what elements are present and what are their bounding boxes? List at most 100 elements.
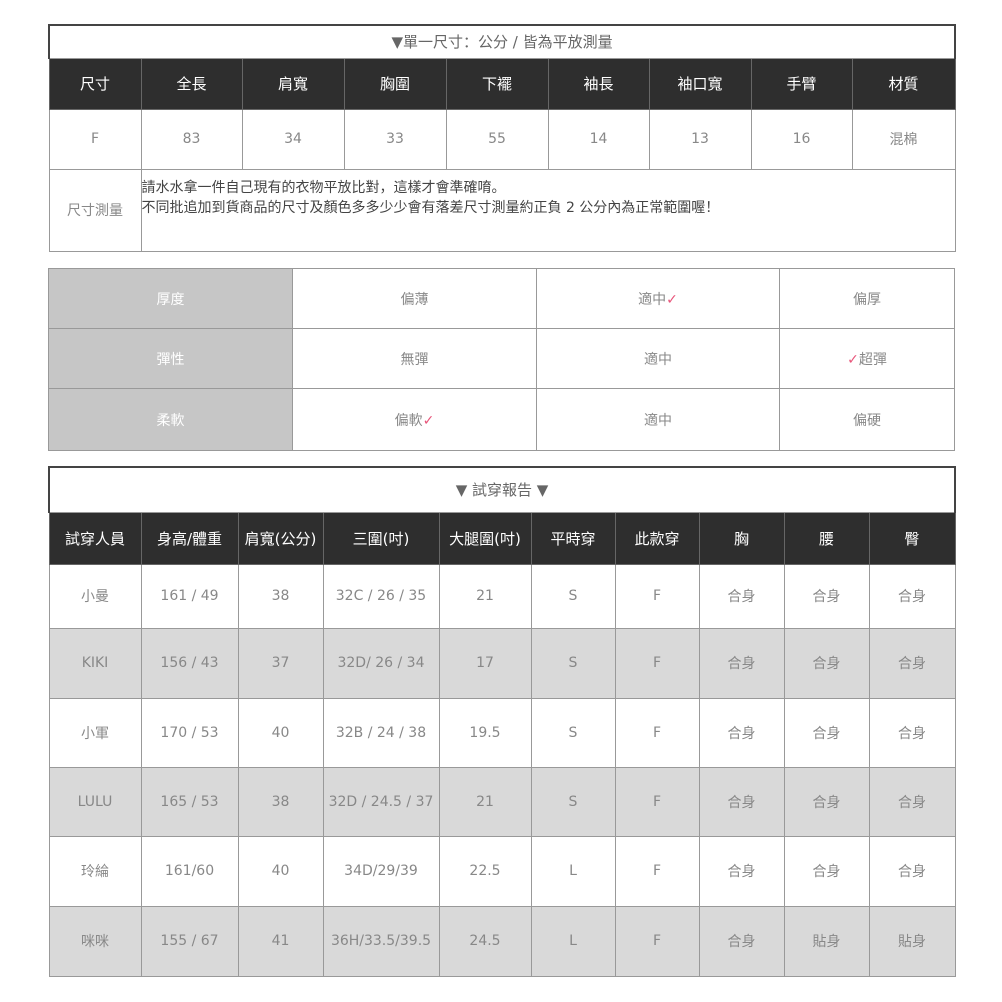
report-cell: 合身 (698, 697, 785, 768)
report-cell: 貼身 (868, 905, 956, 977)
report-cell: 21 (438, 766, 532, 837)
fabric-label: 柔軟 (48, 388, 293, 451)
fabric-option: 偏軟✓ (292, 388, 537, 451)
report-cell: 34D/29/39 (322, 835, 440, 907)
report-cell: 合身 (868, 835, 956, 907)
report-cell: 155 / 67 (140, 905, 239, 977)
table-row: 小軍 170 / 53 40 32B / 24 / 38 19.5 S F 合身 合身 合身 (48, 697, 956, 768)
report-cell: 37 (237, 627, 324, 699)
option-label: 偏軟 (394, 412, 423, 429)
report-cell: 合身 (868, 697, 956, 768)
report-cell: 17 (438, 627, 532, 699)
report-cell: 32C / 26 / 35 (322, 563, 440, 629)
fabric-row: 厚度 偏薄 適中✓ 偏厚 (48, 268, 955, 329)
column-header: 三圍(吋) (322, 511, 440, 565)
report-cell: 22.5 (438, 835, 532, 907)
size-cell: 混棉 (851, 108, 956, 170)
check-icon: ✓ (422, 412, 435, 429)
size-cell: 83 (140, 108, 243, 170)
option-label: 偏厚 (853, 291, 881, 308)
fitting-table-title: ▼ 試穿報告 ▼ (47, 466, 957, 513)
fitting-report-table: ▼ 試穿報告 ▼ 試穿人員 身高/體重 肩寬(公分) 三圍(吋) 大腿圍(吋) 平時穿 此款… (47, 466, 957, 977)
option-label: 偏硬 (853, 412, 881, 429)
option-label: 適中 (638, 291, 667, 308)
report-cell: 32B / 24 / 38 (322, 697, 440, 768)
column-header: 臀 (868, 511, 956, 565)
report-cell: 41 (237, 905, 324, 977)
option-label: 無彈 (400, 351, 429, 368)
column-header: 全長 (140, 57, 243, 110)
report-cell: 165 / 53 (140, 766, 239, 837)
check-icon: ✓ (666, 291, 678, 308)
table-row: 玲綸 161/60 40 34D/29/39 22.5 L F 合身 合身 合身 (48, 835, 956, 907)
report-cell: F (614, 835, 700, 907)
report-cell: F (614, 563, 700, 629)
size-table-title: ▼單一尺寸：公分 / 皆為平放測量 (47, 24, 957, 59)
column-header: 袖口寬 (648, 57, 752, 110)
report-cell: S (530, 697, 616, 768)
report-cell: 38 (237, 563, 324, 629)
report-cell: 40 (237, 697, 324, 768)
column-header: 胸圍 (343, 57, 447, 110)
fabric-row: 彈性 無彈 適中 ✓超彈 (48, 328, 955, 389)
fabric-row: 柔軟 偏軟✓ 適中 偏硬 (48, 388, 955, 451)
option-label: 偏薄 (400, 291, 429, 308)
table-row: 小曼 161 / 49 38 32C / 26 / 35 21 S F 合身 合身 合身 (48, 563, 956, 629)
column-header: 袖長 (547, 57, 650, 110)
column-header: 材質 (851, 57, 956, 110)
report-cell: 合身 (698, 905, 785, 977)
size-cell: 55 (445, 108, 549, 170)
column-header: 胸 (698, 511, 785, 565)
report-cell: 156 / 43 (140, 627, 239, 699)
fabric-option: 偏硬 (779, 388, 955, 451)
report-cell: S (530, 766, 616, 837)
report-cell: 合身 (698, 766, 785, 837)
report-cell: 19.5 (438, 697, 532, 768)
fabric-option: ✓超彈 (779, 328, 955, 389)
note-line: 不同批追加到貨商品的尺寸及顏色多多少少會有落差尺寸測量約正負 2 公分內為正常範… (141, 199, 720, 216)
report-cell: 32D / 24.5 / 37 (322, 766, 440, 837)
report-cell: 合身 (783, 627, 870, 699)
report-cell: 36H/33.5/39.5 (322, 905, 440, 977)
fabric-option: 偏厚 (779, 268, 955, 329)
column-header: 手臂 (750, 57, 853, 110)
table-row: KIKI 156 / 43 37 32D/ 26 / 34 17 S F 合身 合身 合身 (48, 627, 956, 699)
check-icon: ✓ (847, 351, 859, 368)
column-header: 身高/體重 (140, 511, 239, 565)
size-cell: F (48, 108, 142, 170)
report-cell: S (530, 563, 616, 629)
fabric-option: 無彈 (292, 328, 537, 389)
table-row: 咪咪 155 / 67 41 36H/33.5/39.5 24.5 L F 合身 貼身 貼身 (48, 905, 956, 977)
report-cell: LULU (48, 766, 142, 837)
report-cell: 合身 (783, 835, 870, 907)
report-cell: 小軍 (48, 697, 142, 768)
column-header: 大腿圍(吋) (438, 511, 532, 565)
column-header: 試穿人員 (48, 511, 142, 565)
report-cell: 合身 (783, 766, 870, 837)
report-cell: 32D/ 26 / 34 (322, 627, 440, 699)
report-cell: 21 (438, 563, 532, 629)
column-header: 腰 (783, 511, 870, 565)
size-cell: 16 (750, 108, 853, 170)
fabric-table: 厚度 偏薄 適中✓ 偏厚 彈性 無彈 適中 ✓超彈 柔軟 偏軟✓ 適中 偏硬 (48, 268, 955, 451)
report-cell: 小曼 (48, 563, 142, 629)
report-cell: F (614, 766, 700, 837)
column-header: 肩寬(公分) (237, 511, 324, 565)
fabric-label: 厚度 (48, 268, 293, 329)
report-cell: 170 / 53 (140, 697, 239, 768)
report-cell: L (530, 835, 616, 907)
column-header: 尺寸 (48, 57, 142, 110)
size-cell: 13 (648, 108, 752, 170)
fabric-option: 偏薄 (292, 268, 537, 329)
column-header: 肩寬 (241, 57, 345, 110)
option-label: 超彈 (858, 351, 887, 368)
report-cell: 合身 (868, 627, 956, 699)
report-cell: 合身 (868, 766, 956, 837)
column-header: 平時穿 (530, 511, 616, 565)
column-header: 下襬 (445, 57, 549, 110)
report-cell: 玲綸 (48, 835, 142, 907)
report-cell: 40 (237, 835, 324, 907)
report-cell: 161 / 49 (140, 563, 239, 629)
fabric-label: 彈性 (48, 328, 293, 389)
